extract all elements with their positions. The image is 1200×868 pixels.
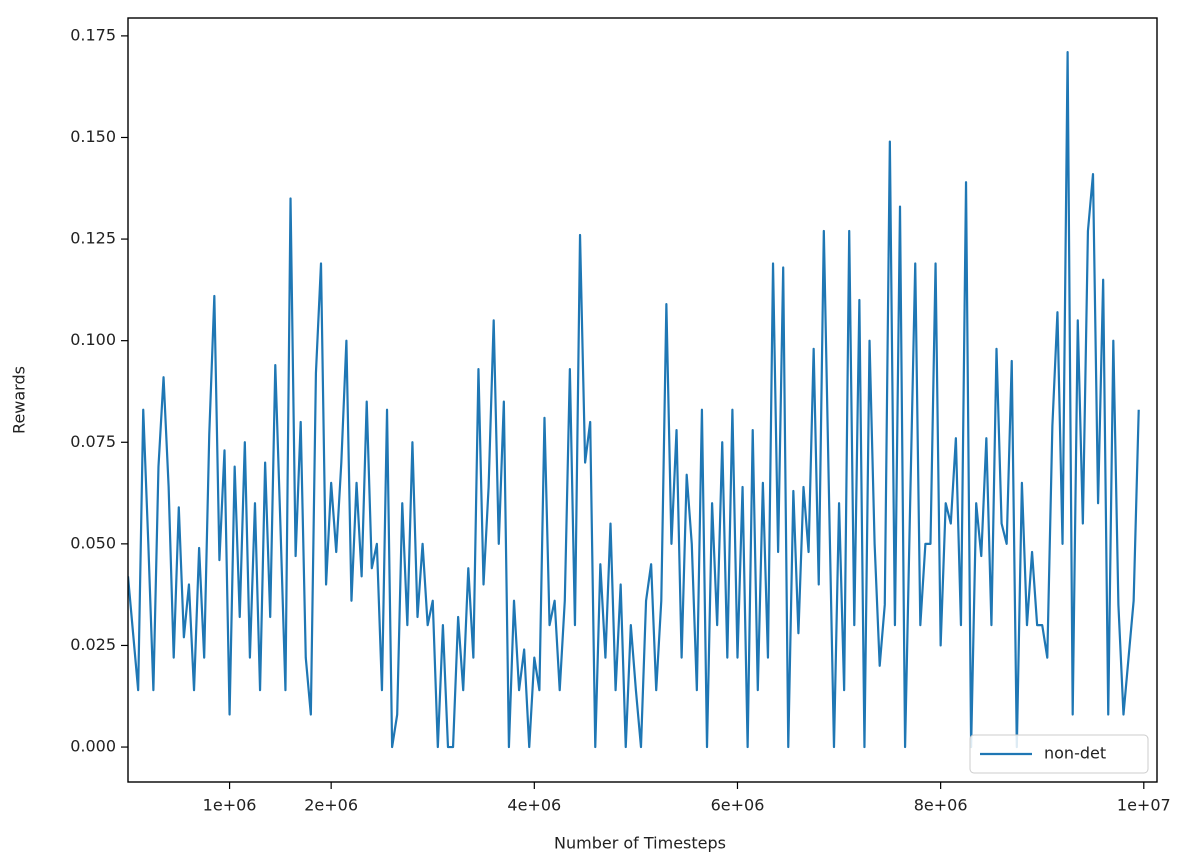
y-tick-label: 0.075 bbox=[70, 432, 116, 451]
y-tick-label: 0.100 bbox=[70, 330, 116, 349]
data-line bbox=[128, 51, 1140, 749]
plot-frame bbox=[127, 17, 1158, 783]
legend-label: non-det bbox=[1044, 744, 1106, 763]
y-tick-label: 0.050 bbox=[70, 533, 116, 552]
legend-box bbox=[969, 734, 1149, 774]
y-tick-label: 0.025 bbox=[70, 635, 116, 654]
x-tick-label: 6e+06 bbox=[711, 796, 765, 815]
x-tick-label: 2e+06 bbox=[304, 796, 358, 815]
x-tick-label: 1e+07 bbox=[1117, 796, 1171, 815]
x-tick-label: 1e+06 bbox=[203, 796, 257, 815]
y-tick-label: 0.150 bbox=[70, 127, 116, 146]
y-tick-label: 0.000 bbox=[70, 737, 116, 756]
y-axis-label: Rewards bbox=[10, 366, 29, 434]
y-tick-label: 0.125 bbox=[70, 229, 116, 248]
x-tick-label: 4e+06 bbox=[507, 796, 561, 815]
y-tick-label: 0.175 bbox=[70, 25, 116, 44]
x-axis-label: Number of Timesteps bbox=[554, 834, 726, 853]
x-tick-label: 8e+06 bbox=[914, 796, 968, 815]
